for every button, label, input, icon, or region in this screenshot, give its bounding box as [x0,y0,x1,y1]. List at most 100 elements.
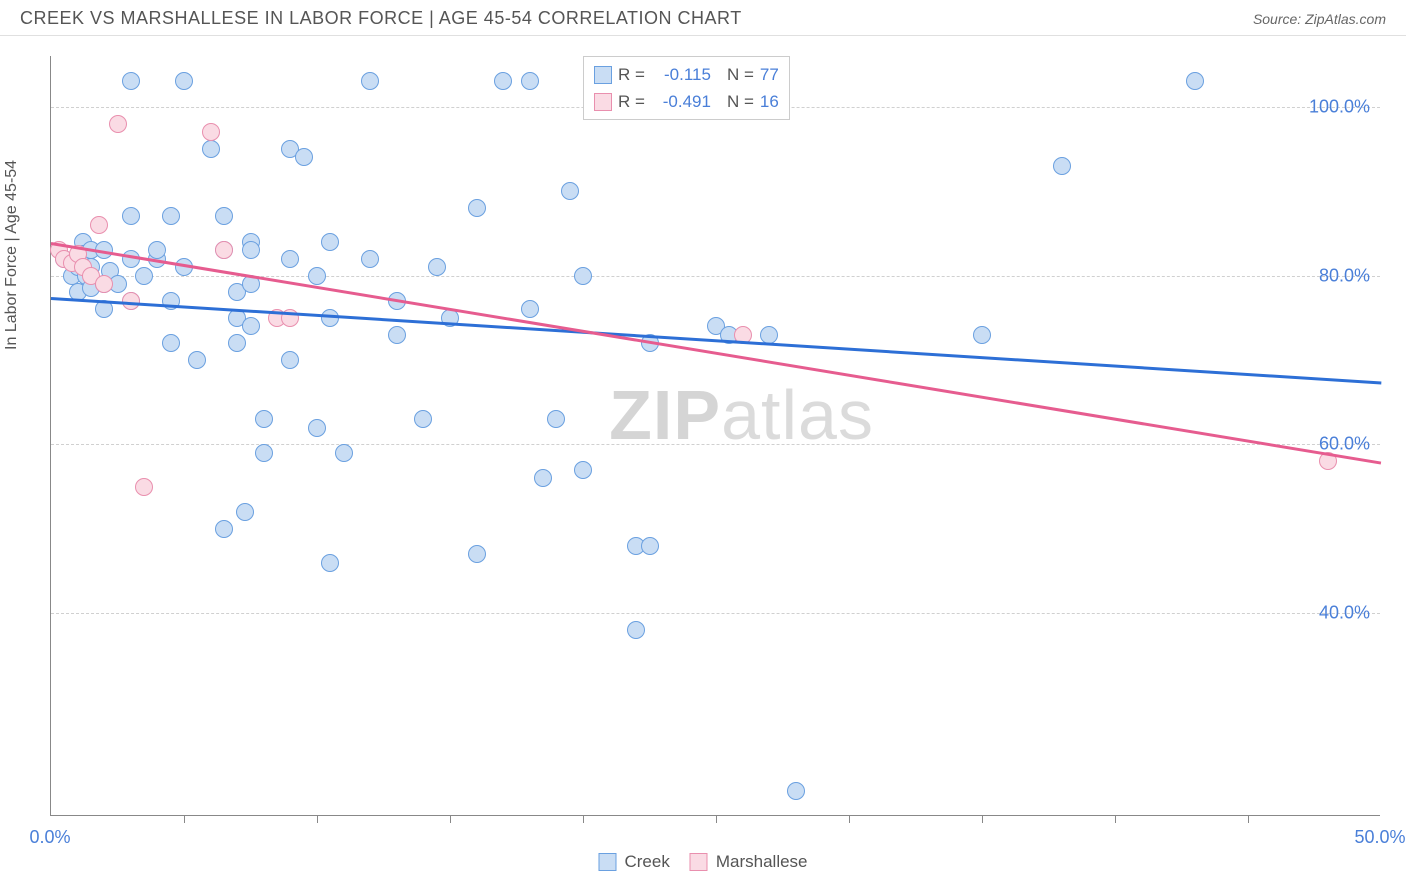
scatter-point-creek [295,148,313,166]
scatter-point-creek [308,267,326,285]
legend-r-label: R = [618,88,645,115]
scatter-point-creek [574,267,592,285]
legend-n-label: N = [727,88,754,115]
scatter-point-creek [255,410,273,428]
scatter-point-creek [321,233,339,251]
scatter-point-creek [534,469,552,487]
scatter-point-creek [135,267,153,285]
scatter-point-creek [162,207,180,225]
scatter-point-creek [242,317,260,335]
scatter-point-creek [175,72,193,90]
chart-container: In Labor Force | Age 45-54 ZIPatlas 40.0… [0,36,1406,876]
scatter-point-creek [361,72,379,90]
plot-area: ZIPatlas 40.0%60.0%80.0%100.0%R =-0.115N… [50,56,1380,816]
legend-r-value: -0.491 [651,88,711,115]
legend-item-creek: Creek [598,852,669,872]
legend-stats-row: R =-0.115 N =77 [594,61,779,88]
legend-r-label: R = [618,61,645,88]
legend-label: Marshallese [716,852,808,872]
scatter-point-creek [627,621,645,639]
scatter-point-creek [787,782,805,800]
scatter-point-creek [321,554,339,572]
scatter-point-creek [521,300,539,318]
x-tick [982,815,983,823]
scatter-point-creek [321,309,339,327]
legend-stats: R =-0.115 N =77 R =-0.491 N =16 [583,56,790,120]
scatter-point-creek [188,351,206,369]
scatter-point-creek [1053,157,1071,175]
x-tick [1115,815,1116,823]
chart-source: Source: ZipAtlas.com [1253,11,1386,27]
x-tick [716,815,717,823]
scatter-point-creek [202,140,220,158]
watermark-bold: ZIP [609,376,721,454]
scatter-point-creek [281,250,299,268]
scatter-point-marshallese [215,241,233,259]
scatter-point-creek [973,326,991,344]
y-axis-label: In Labor Force | Age 45-54 [3,160,21,350]
scatter-point-creek [574,461,592,479]
scatter-point-creek [228,334,246,352]
y-tick-label: 80.0% [1319,265,1370,286]
x-tick [849,815,850,823]
legend-bottom: Creek Marshallese [598,852,807,872]
scatter-point-creek [122,72,140,90]
x-tick [184,815,185,823]
chart-header: CREEK VS MARSHALLESE IN LABOR FORCE | AG… [0,0,1406,36]
gridline-h [51,613,1380,614]
scatter-point-creek [215,520,233,538]
scatter-point-marshallese [109,115,127,133]
scatter-point-marshallese [202,123,220,141]
scatter-point-creek [236,503,254,521]
scatter-point-creek [148,241,166,259]
scatter-point-creek [641,537,659,555]
scatter-point-creek [468,545,486,563]
scatter-point-creek [547,410,565,428]
legend-swatch [594,66,612,84]
legend-swatch [690,853,708,871]
x-tick [317,815,318,823]
scatter-point-creek [428,258,446,276]
trend-line-creek [51,297,1381,384]
y-tick-label: 40.0% [1319,603,1370,624]
legend-swatch [598,853,616,871]
scatter-point-creek [162,334,180,352]
legend-label: Creek [624,852,669,872]
chart-title: CREEK VS MARSHALLESE IN LABOR FORCE | AG… [20,8,742,29]
scatter-point-creek [468,199,486,217]
scatter-point-creek [494,72,512,90]
scatter-point-creek [388,326,406,344]
watermark-light: atlas [721,376,874,454]
scatter-point-creek [521,72,539,90]
gridline-h [51,444,1380,445]
legend-n-label: N = [727,61,754,88]
scatter-point-creek [242,241,260,259]
legend-item-marshallese: Marshallese [690,852,808,872]
y-tick-label: 100.0% [1309,96,1370,117]
legend-r-value: -0.115 [651,61,711,88]
scatter-point-creek [561,182,579,200]
x-tick-label: 50.0% [1354,827,1405,848]
scatter-point-marshallese [135,478,153,496]
legend-swatch [594,93,612,111]
scatter-point-creek [361,250,379,268]
watermark: ZIPatlas [609,375,874,455]
scatter-point-creek [122,207,140,225]
scatter-point-creek [760,326,778,344]
x-tick-label: 0.0% [29,827,70,848]
x-tick [583,815,584,823]
legend-n-value: 16 [760,88,779,115]
scatter-point-creek [255,444,273,462]
x-tick [450,815,451,823]
scatter-point-creek [281,351,299,369]
scatter-point-creek [308,419,326,437]
legend-stats-row: R =-0.491 N =16 [594,88,779,115]
scatter-point-marshallese [95,275,113,293]
scatter-point-creek [1186,72,1204,90]
x-tick [1248,815,1249,823]
scatter-point-creek [335,444,353,462]
legend-n-value: 77 [760,61,779,88]
scatter-point-creek [215,207,233,225]
scatter-point-marshallese [90,216,108,234]
scatter-point-creek [414,410,432,428]
